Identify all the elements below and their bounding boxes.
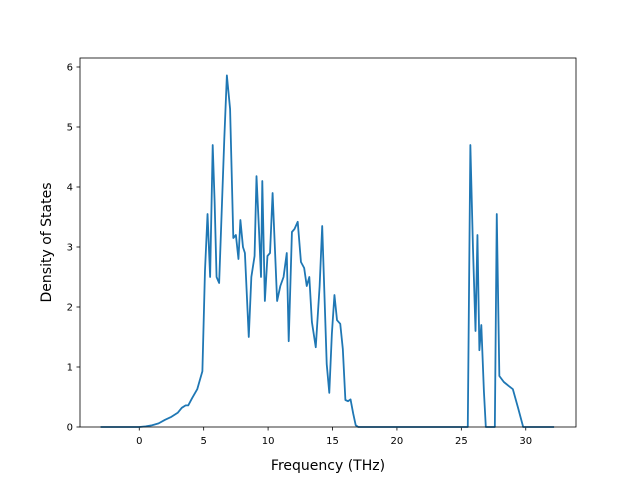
y-tick-label: 2 — [67, 303, 73, 314]
y-axis-ticks: 0 1 2 3 4 5 6 — [67, 63, 80, 434]
y-axis-label: Density of States — [39, 183, 55, 303]
y-tick-label: 0 — [67, 423, 73, 434]
x-axis-ticks: 0 5 10 15 20 25 30 — [136, 427, 532, 447]
y-tick-label: 1 — [67, 363, 73, 374]
series-line — [100, 74, 555, 428]
x-tick-label: 15 — [326, 436, 339, 447]
series-lines — [100, 74, 555, 428]
x-tick-label: 10 — [262, 436, 275, 447]
plot-frame — [79, 57, 577, 428]
y-tick-label: 5 — [67, 123, 73, 134]
x-tick-label: 0 — [136, 436, 142, 447]
plot-background — [80, 58, 576, 427]
x-tick-label: 20 — [391, 436, 404, 447]
x-tick-label: 25 — [455, 436, 468, 447]
y-tick-label: 6 — [67, 63, 73, 74]
x-tick-label: 5 — [200, 436, 206, 447]
y-tick-label: 4 — [67, 183, 73, 194]
x-axis-label: Frequency (THz) — [271, 458, 385, 474]
y-tick-label: 3 — [67, 243, 73, 254]
x-tick-label: 30 — [519, 436, 532, 447]
